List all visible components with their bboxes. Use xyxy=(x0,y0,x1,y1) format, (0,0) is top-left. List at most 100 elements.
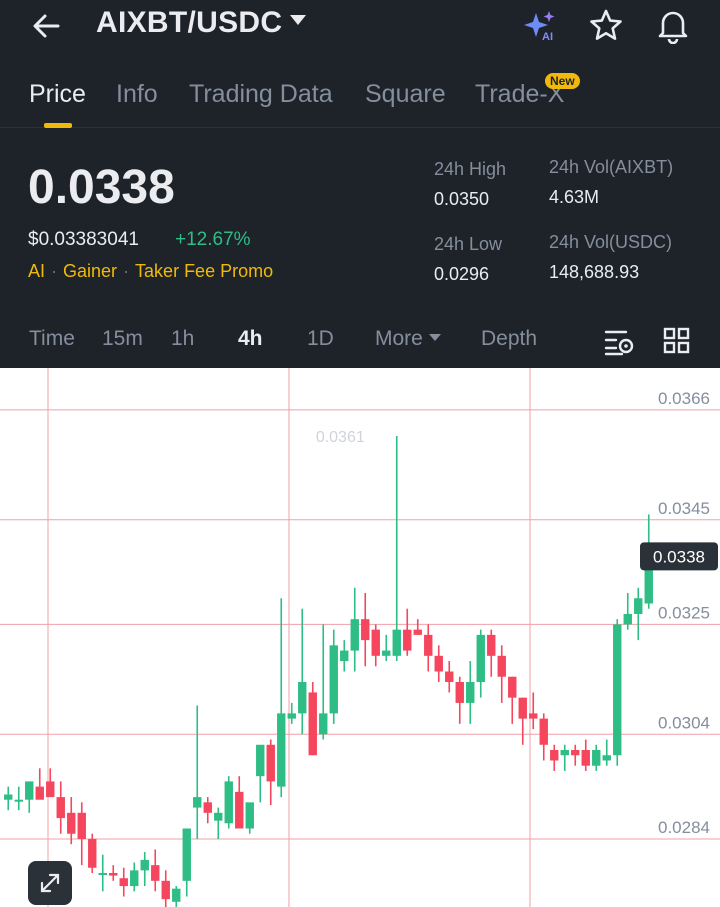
svg-text:AI: AI xyxy=(542,31,553,43)
candle-body xyxy=(634,598,643,614)
candle-body xyxy=(35,786,44,800)
candle-body xyxy=(287,713,296,719)
candle-body xyxy=(445,671,454,682)
candle-body xyxy=(119,878,128,887)
candle-body xyxy=(214,812,223,821)
candle-body xyxy=(77,812,86,839)
y-tick-label: 0.0345 xyxy=(658,499,710,518)
y-tick-label: 0.0304 xyxy=(658,713,710,732)
favorite-star-icon[interactable] xyxy=(588,8,624,44)
new-badge: New xyxy=(545,73,580,89)
candle-body xyxy=(25,781,34,800)
interval-time[interactable]: Time xyxy=(29,327,75,350)
interval-1h[interactable]: 1h xyxy=(171,327,195,350)
candle-body xyxy=(109,872,118,876)
candle-body xyxy=(623,613,632,625)
notification-bell-icon[interactable] xyxy=(654,6,692,45)
candle-body xyxy=(403,629,412,651)
interval-depth[interactable]: Depth xyxy=(481,327,538,350)
vol-base-label: 24h Vol(AIXBT) xyxy=(549,157,674,177)
candle-body xyxy=(371,629,380,656)
candle-body xyxy=(161,880,170,900)
candle-body xyxy=(203,802,212,813)
trading-pair-selector[interactable]: AIXBT/USDC xyxy=(96,6,307,40)
candle-body xyxy=(508,676,517,698)
expand-chart-button[interactable] xyxy=(28,861,72,905)
candle-body xyxy=(319,713,328,735)
back-arrow-icon[interactable] xyxy=(28,10,68,42)
last-price: 0.0338 xyxy=(28,161,175,214)
low-value: 0.0296 xyxy=(434,264,490,284)
tab-info[interactable]: Info xyxy=(116,80,158,108)
tag-ai[interactable]: AI xyxy=(28,261,46,281)
high-label: 24h High xyxy=(434,159,507,179)
candle-body xyxy=(256,744,265,777)
candle-body xyxy=(245,802,254,829)
vol-quote-value: 148,688.93 xyxy=(549,262,640,282)
ai-sparkle-icon[interactable]: AI xyxy=(520,8,560,44)
candle-body xyxy=(298,681,307,714)
interval-bar: Time 15m 1h 4h 1D More Depth xyxy=(0,316,720,368)
candle-body xyxy=(455,681,464,703)
y-tick-label: 0.0325 xyxy=(658,603,710,622)
interval-15m[interactable]: 15m xyxy=(102,327,143,350)
candle-body xyxy=(193,797,202,808)
interval-4h[interactable]: 4h xyxy=(238,327,263,350)
chevron-down-icon xyxy=(290,15,307,26)
candle-body xyxy=(67,812,76,834)
candle-body xyxy=(46,781,55,798)
low-label: 24h Low xyxy=(434,234,503,254)
tag-taker-fee-promo[interactable]: Taker Fee Promo xyxy=(135,261,274,281)
high-value: 0.0350 xyxy=(434,189,490,209)
tab-bar: Price Info Trading Data Square Trade-X xyxy=(0,70,720,128)
candle-body xyxy=(581,750,590,766)
top-bar: AIXBT/USDC AI xyxy=(0,0,720,56)
trading-pair-label: AIXBT/USDC xyxy=(96,6,283,39)
candle-body xyxy=(151,865,160,881)
more-label: More xyxy=(375,327,423,350)
max-price-label: 0.0361 xyxy=(316,429,365,446)
candle-body xyxy=(140,859,149,871)
candle-body xyxy=(4,794,13,800)
chart-canvas: 0.0366 0.0345 0.0325 0.0304 0.0284 0.0361 0.03… xyxy=(0,368,720,907)
tag-list: AI Gainer Taker Fee Promo xyxy=(28,261,273,282)
indicator-settings-icon[interactable] xyxy=(602,324,636,358)
current-price-tag xyxy=(640,542,718,571)
candle-body xyxy=(644,556,653,604)
tab-square[interactable]: Square xyxy=(365,80,446,108)
tab-price[interactable]: Price xyxy=(29,80,86,108)
candle-body xyxy=(466,681,475,703)
price-change-percent: +12.67% xyxy=(175,229,251,250)
candle-body xyxy=(413,629,422,635)
candle-body xyxy=(382,650,391,656)
candle-body xyxy=(88,838,97,868)
candle-body xyxy=(571,750,580,756)
candle-body xyxy=(14,799,23,802)
candle-body xyxy=(602,755,611,761)
candle-body xyxy=(539,718,548,745)
current-price-label: 0.0338 xyxy=(653,547,705,566)
candle-body xyxy=(392,629,401,656)
tag-gainer[interactable]: Gainer xyxy=(63,261,118,281)
candle-body xyxy=(361,619,370,641)
candle-body xyxy=(277,713,286,787)
candlestick-chart[interactable]: 0.0366 0.0345 0.0325 0.0304 0.0284 0.0361 0.03… xyxy=(0,368,720,907)
layout-grid-icon[interactable] xyxy=(660,324,694,358)
candle-body xyxy=(130,870,139,887)
y-tick-label: 0.0284 xyxy=(658,818,710,837)
interval-more[interactable]: More xyxy=(375,327,441,351)
candle-body xyxy=(518,697,527,719)
candle-body xyxy=(613,624,622,756)
interval-1d[interactable]: 1D xyxy=(307,327,334,350)
candle-body xyxy=(529,713,538,719)
chevron-down-icon xyxy=(428,333,441,341)
tab-trading-data[interactable]: Trading Data xyxy=(189,80,333,108)
usd-price: $0.03383041 xyxy=(28,229,139,250)
candle-body xyxy=(56,797,65,819)
active-tab-indicator xyxy=(44,123,72,128)
candle-body xyxy=(560,750,569,756)
vol-quote-label: 24h Vol(USDC) xyxy=(549,232,673,252)
candle-body xyxy=(424,634,433,656)
candle-body xyxy=(224,781,233,824)
candle-body xyxy=(98,872,107,875)
